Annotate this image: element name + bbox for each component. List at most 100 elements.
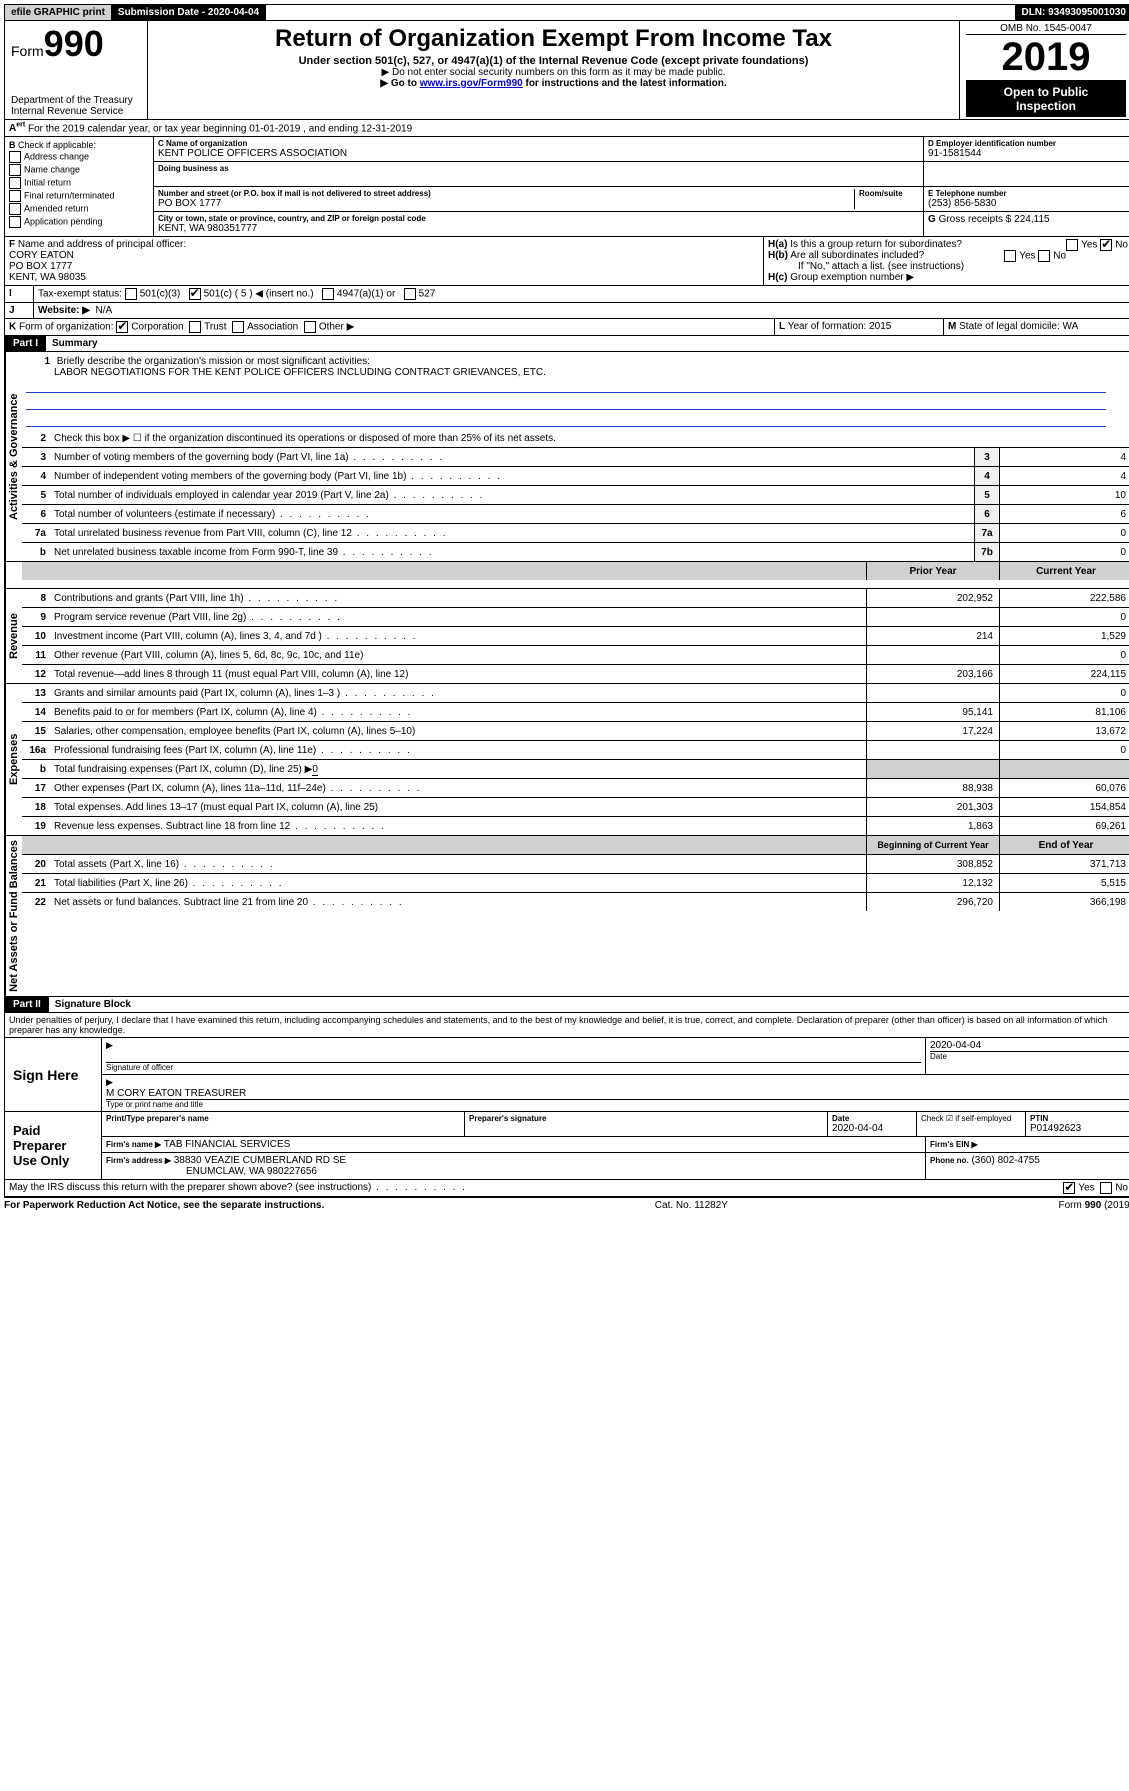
c19: 69,261 <box>999 817 1129 835</box>
address-change-checkbox[interactable] <box>9 151 21 163</box>
form-footer: Form 990 (2019) <box>1059 1200 1129 1211</box>
ssn-note: ▶ Do not enter social security numbers o… <box>154 67 953 78</box>
side-revenue: Revenue <box>5 589 22 683</box>
trust-checkbox[interactable] <box>189 321 201 333</box>
sign-here-label: Sign Here <box>5 1038 102 1111</box>
other-checkbox[interactable] <box>304 321 316 333</box>
p11 <box>866 646 999 664</box>
c9: 0 <box>999 608 1129 626</box>
p8: 202,952 <box>866 589 999 607</box>
p17: 88,938 <box>866 779 999 797</box>
officer-addr1: PO BOX 1777 <box>9 261 759 272</box>
part1-header: Part I Summary <box>4 336 1129 352</box>
side-expenses: Expenses <box>5 684 22 835</box>
netassets-block: Net Assets or Fund Balances Beginning of… <box>4 836 1129 997</box>
discuss-yes-checkbox[interactable] <box>1063 1182 1075 1194</box>
section-b: B Check if applicable: Address change Na… <box>5 137 154 236</box>
footer: For Paperwork Reduction Act Notice, see … <box>4 1197 1129 1211</box>
self-employed-check[interactable]: Check ☑ if self-employed <box>917 1112 1026 1136</box>
perjury-statement: Under penalties of perjury, I declare th… <box>4 1013 1129 1038</box>
top-bar: efile GRAPHIC print Submission Date - 20… <box>4 4 1129 21</box>
corp-checkbox[interactable] <box>116 321 128 333</box>
firm-addr2: ENUMCLAW, WA 980227656 <box>106 1166 921 1177</box>
paid-preparer-label: Paid Preparer Use Only <box>5 1112 102 1179</box>
dln-label: DLN: 93493095001030 <box>1015 5 1129 20</box>
final-return-checkbox[interactable] <box>9 190 21 202</box>
p20: 308,852 <box>866 855 999 873</box>
firm-addr1: 38830 VEAZIE CUMBERLAND RD SE <box>174 1155 346 1166</box>
c15: 13,672 <box>999 722 1129 740</box>
p10: 214 <box>866 627 999 645</box>
expenses-block: Expenses 13Grants and similar amounts pa… <box>4 684 1129 836</box>
part1-body: Activities & Governance 1 Briefly descri… <box>4 352 1129 562</box>
p9 <box>866 608 999 626</box>
c16a: 0 <box>999 741 1129 759</box>
501c3-checkbox[interactable] <box>125 288 137 300</box>
p16a <box>866 741 999 759</box>
ha-no-checkbox[interactable] <box>1100 239 1112 251</box>
amended-return-checkbox[interactable] <box>9 203 21 215</box>
p22: 296,720 <box>866 893 999 911</box>
501c-checkbox[interactable] <box>189 288 201 300</box>
revenue-block: Revenue 8Contributions and grants (Part … <box>4 589 1129 684</box>
line5-val: 10 <box>999 486 1129 504</box>
website-row: J Website: ▶ N/A <box>4 303 1129 319</box>
part2-header: Part II Signature Block <box>4 997 1129 1013</box>
side-governance: Activities & Governance <box>5 352 22 561</box>
c22: 366,198 <box>999 893 1129 911</box>
firm-name: TAB FINANCIAL SERVICES <box>164 1139 291 1150</box>
527-checkbox[interactable] <box>404 288 416 300</box>
pra-notice: For Paperwork Reduction Act Notice, see … <box>4 1200 324 1211</box>
4947-checkbox[interactable] <box>322 288 334 300</box>
officer-printed-name: M CORY EATON TREASURER <box>106 1088 1129 1099</box>
open-inspection-badge: Open to PublicInspection <box>966 81 1126 117</box>
website-value: N/A <box>96 305 113 316</box>
c18: 154,854 <box>999 798 1129 816</box>
efile-print-button[interactable]: efile GRAPHIC print <box>5 5 112 20</box>
gross-receipts: 224,115 <box>1014 214 1049 225</box>
telephone: (253) 856-5830 <box>928 198 1128 209</box>
sig-date: 2020-04-04 <box>930 1040 1129 1051</box>
tax-exempt-row: I Tax-exempt status: 501(c)(3) 501(c) ( … <box>4 286 1129 303</box>
form-header: Form990 Department of the Treasury Inter… <box>4 21 1129 120</box>
form-number: Form990 <box>11 23 141 65</box>
city-state-zip: KENT, WA 980351777 <box>158 223 919 234</box>
ha-yes-checkbox[interactable] <box>1066 239 1078 251</box>
dept-treasury: Department of the Treasury Internal Reve… <box>11 95 141 117</box>
p14: 95,141 <box>866 703 999 721</box>
c17: 60,076 <box>999 779 1129 797</box>
side-netassets: Net Assets or Fund Balances <box>5 836 22 996</box>
assoc-checkbox[interactable] <box>232 321 244 333</box>
org-name: KENT POLICE OFFICERS ASSOCIATION <box>158 148 919 159</box>
c12: 224,115 <box>999 665 1129 683</box>
name-change-checkbox[interactable] <box>9 164 21 176</box>
officer-addr2: KENT, WA 98035 <box>9 272 759 283</box>
discuss-no-checkbox[interactable] <box>1100 1182 1112 1194</box>
state-domicile: WA <box>1063 321 1079 332</box>
line6-val: 6 <box>999 505 1129 523</box>
hb-yes-checkbox[interactable] <box>1004 250 1016 262</box>
omb-number: OMB No. 1545-0047 <box>966 23 1126 35</box>
c14: 81,106 <box>999 703 1129 721</box>
c21: 5,515 <box>999 874 1129 892</box>
form-title: Return of Organization Exempt From Incom… <box>154 25 953 53</box>
initial-return-checkbox[interactable] <box>9 177 21 189</box>
irs-link[interactable]: www.irs.gov/Form990 <box>420 78 523 89</box>
officer-group-row: F Name and address of principal officer:… <box>4 237 1129 286</box>
p19: 1,863 <box>866 817 999 835</box>
p13 <box>866 684 999 702</box>
revenue-header-row: Prior YearCurrent Year <box>4 562 1129 589</box>
signature-table: Sign Here Signature of officer 2020-04-0… <box>4 1038 1129 1180</box>
period-row: Aert For the 2019 calendar year, or tax … <box>4 120 1129 137</box>
application-pending-checkbox[interactable] <box>9 216 21 228</box>
c10: 1,529 <box>999 627 1129 645</box>
mission-text: LABOR NEGOTIATIONS FOR THE KENT POLICE O… <box>26 367 546 378</box>
line4-val: 4 <box>999 467 1129 485</box>
p15: 17,224 <box>866 722 999 740</box>
p21: 12,132 <box>866 874 999 892</box>
hb-no-checkbox[interactable] <box>1038 250 1050 262</box>
c11: 0 <box>999 646 1129 664</box>
officer-name: CORY EATON <box>9 250 759 261</box>
ein: 91-1581544 <box>928 148 1128 159</box>
line7b-val: 0 <box>999 543 1129 561</box>
